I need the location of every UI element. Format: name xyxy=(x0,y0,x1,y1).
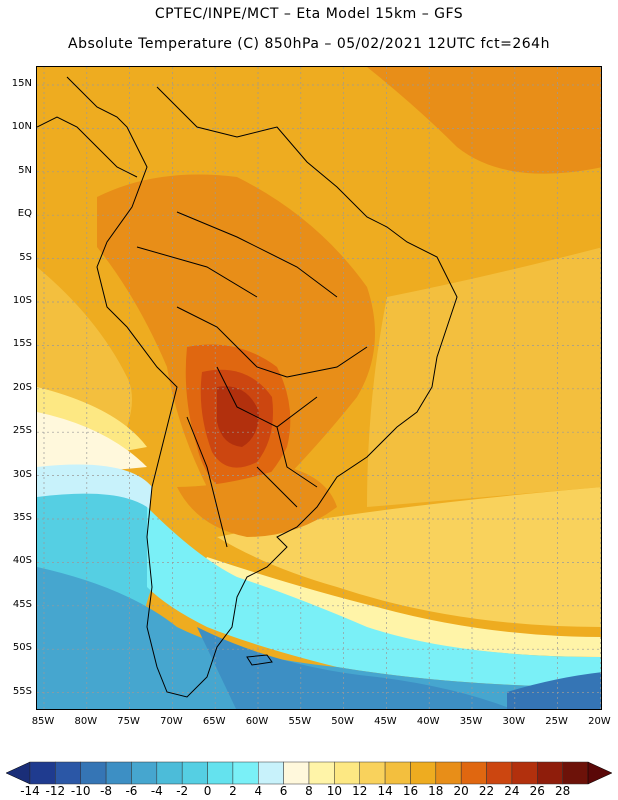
longitude-label: 80W xyxy=(74,716,98,727)
longitude-label: 40W xyxy=(416,716,440,727)
latitude-label: 35S xyxy=(12,512,32,523)
latitude-label: 15N xyxy=(11,78,32,89)
colorbar-label: 0 xyxy=(203,784,212,798)
longitude-label: 45W xyxy=(374,716,397,727)
colorbar-label: -10 xyxy=(70,784,91,798)
map-canvas xyxy=(37,67,601,709)
colorbar-label: -8 xyxy=(100,784,113,798)
colorbar-label: 6 xyxy=(279,784,288,798)
colorbar-swatch xyxy=(384,761,411,785)
colorbar-label: -2 xyxy=(176,784,189,798)
latitude-label: 50S xyxy=(12,642,32,654)
latitude-label: 10N xyxy=(11,121,32,133)
colorbar-under-arrow xyxy=(5,761,31,785)
field-band-north-warm xyxy=(367,67,601,174)
colorbar-label: -14 xyxy=(20,784,40,798)
colorbar-swatch xyxy=(283,761,310,785)
field-band-cold-patagonia xyxy=(147,507,601,687)
colorbar-label: 2 xyxy=(229,784,237,798)
latitude-label: 20S xyxy=(12,381,32,393)
colorbar-label: -6 xyxy=(125,784,138,798)
colorbar-swatch xyxy=(156,761,183,785)
latitude-label: 30S xyxy=(12,468,32,480)
longitude-label: 65W xyxy=(202,716,226,727)
colorbar-swatch xyxy=(562,761,589,785)
colorbar-label: 28 xyxy=(554,784,571,798)
latitude-label: EQ xyxy=(17,208,32,220)
latitude-label: 5S xyxy=(19,251,32,263)
colorbar-over-arrow xyxy=(587,761,613,785)
colorbar-label: 10 xyxy=(326,784,342,798)
colorbar-swatch xyxy=(410,761,437,785)
colorbar-swatch xyxy=(80,761,107,785)
latitude-label: 15S xyxy=(12,338,32,350)
colorbar-swatch xyxy=(105,761,132,785)
colorbar xyxy=(5,761,613,785)
colorbar-label: 24 xyxy=(504,784,520,798)
field-band-cold-south xyxy=(37,567,601,709)
colorbar-swatch xyxy=(511,761,538,785)
colorbar-swatch xyxy=(29,761,56,785)
south-america-coastline xyxy=(66,76,458,698)
colorbar-swatch xyxy=(435,761,462,785)
colorbar-label: 8 xyxy=(305,784,313,798)
longitude-label: 30W xyxy=(502,716,526,727)
longitude-label: 70W xyxy=(160,716,183,727)
colorbar-swatch xyxy=(207,761,234,785)
colorbar-swatch xyxy=(181,761,208,785)
colorbar-label: -12 xyxy=(45,784,66,798)
map-title-line1: CPTEC/INPE/MCT – Eta Model 15km – GFS xyxy=(154,6,464,22)
longitude-label: 75W xyxy=(117,716,140,727)
field-band-cold-deepest xyxy=(507,672,601,709)
coastlines xyxy=(37,76,458,698)
colorbar-label: 16 xyxy=(402,784,419,798)
latitude-label: 40S xyxy=(12,555,32,567)
colorbar-swatch xyxy=(359,761,386,785)
colorbar-swatch xyxy=(537,761,563,785)
latitude-label: 55S xyxy=(12,685,32,697)
colorbar-swatch xyxy=(308,761,335,785)
latitude-label: 45S xyxy=(12,598,32,610)
colorbar-swatch xyxy=(460,761,487,785)
colorbar-label: 14 xyxy=(377,784,393,798)
field-band-coolest-pacific xyxy=(37,412,147,477)
colorbar-label: 26 xyxy=(529,784,545,798)
field-band-argentina-warm xyxy=(177,467,337,537)
map-title-line2: Absolute Temperature (C) 850hPa – 05/02/… xyxy=(68,36,550,52)
colorbar-swatch xyxy=(131,761,158,785)
lat-lon-grid xyxy=(37,67,601,709)
central-america-coastline xyxy=(37,116,138,178)
field-band-cold-deep xyxy=(197,627,512,709)
colorbar-label: 20 xyxy=(453,784,469,798)
field-band-subtropic xyxy=(367,247,601,507)
colorbar-swatch xyxy=(486,761,513,785)
colorbar-swatch xyxy=(232,761,259,785)
colorbar-label: 18 xyxy=(428,784,444,798)
field-band-south-atlantic xyxy=(217,487,601,627)
falklands xyxy=(246,654,273,666)
longitude-label: 60W xyxy=(245,716,269,727)
colorbar-label: 4 xyxy=(254,784,263,798)
temperature-map xyxy=(36,66,602,710)
latitude-label: 5N xyxy=(18,164,32,176)
latitude-label: 10S xyxy=(12,295,32,306)
longitude-label: 35W xyxy=(459,716,483,727)
longitude-label: 25W xyxy=(545,716,568,727)
field-band-heat-core-3 xyxy=(217,386,259,447)
colorbar-swatch xyxy=(258,761,284,785)
colorbar-label: 22 xyxy=(478,784,495,798)
colorbar-label: 12 xyxy=(352,784,368,798)
colorbar-swatch xyxy=(55,761,81,785)
longitude-label: 50W xyxy=(331,716,354,727)
longitude-label: 55W xyxy=(288,716,312,727)
colorbar-swatch xyxy=(334,761,360,785)
colorbar-label: -4 xyxy=(150,784,163,798)
latitude-label: 25S xyxy=(12,425,32,437)
longitude-label: 20W xyxy=(588,716,611,727)
field-band-cool-margin xyxy=(197,557,601,657)
country-borders xyxy=(136,211,368,548)
longitude-label: 85W xyxy=(31,716,55,727)
